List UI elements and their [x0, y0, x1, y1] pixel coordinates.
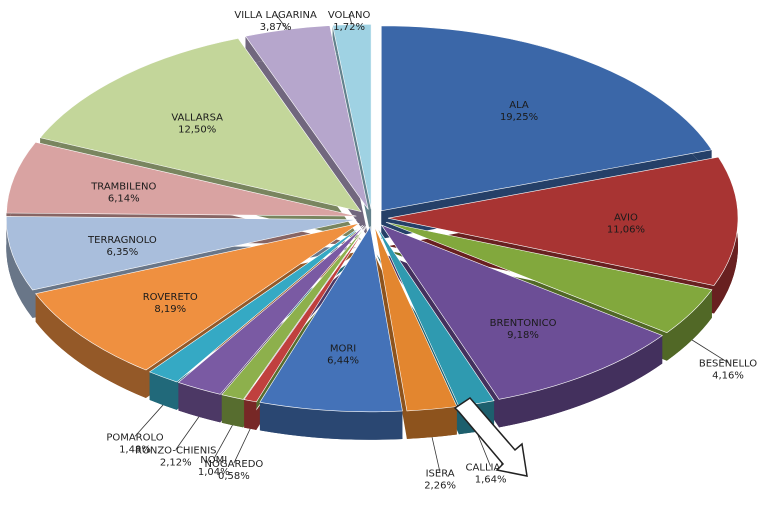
slice-label-ronzo-chienis-name: RONZO-CHIENIS: [135, 446, 216, 457]
slice-label-ala-name: ALA: [509, 100, 529, 111]
slice-label-volano-name: VOLANO: [328, 10, 371, 21]
pointer-layer: [453, 397, 528, 477]
slice-rovereto-rim: [35, 293, 146, 399]
slice-label-isera-name: ISERA: [426, 469, 455, 480]
leader-line-villa-lagarina: [275, 13, 288, 30]
slice-label-mori-value: 6,44%: [327, 356, 359, 367]
slice-rovereto: [35, 223, 360, 371]
slice-trambileno: [6, 141, 357, 217]
slice-label-vallarsa-value: 12,50%: [178, 124, 216, 135]
slice-label-mori-name: MORI: [330, 344, 356, 355]
slice-label-rovereto-name: ROVERETO: [143, 292, 198, 303]
slice-nomi: [221, 225, 367, 400]
slice-label-calliano-value: 1,64%: [475, 475, 507, 486]
leader-line-isera: [431, 437, 441, 473]
slice-label-besenello-value: 4,16%: [712, 371, 744, 382]
slice-label-trambileno-value: 6,14%: [108, 193, 140, 204]
slice-pomarolo-rim: [149, 371, 177, 410]
slice-isera-rim: [406, 406, 457, 439]
slice-besenello-rim: [666, 289, 712, 361]
slice-label-ala-value: 19,25%: [500, 112, 538, 123]
slice-vallarsa: [39, 38, 362, 213]
slice-brentonico-rim: [499, 335, 663, 428]
slice-label-isera-value: 2,26%: [424, 481, 456, 492]
slice-label-ronzo-chienis-value: 2,12%: [160, 458, 192, 469]
slice-nomi-rim: [221, 394, 244, 428]
slice-label-villa-lagarina-value: 3,87%: [260, 22, 292, 33]
slice-label-avio-value: 11,06%: [607, 224, 645, 235]
leader-line-nomi: [213, 424, 233, 460]
slice-terragnolo: [6, 216, 357, 291]
slice-label-calliano-name: CALLIANO: [466, 463, 516, 474]
leader-line-layer: [134, 13, 729, 473]
pointer-arrow: [453, 397, 528, 477]
slice-volano: [332, 23, 372, 210]
slice-label-trambileno-name: TRAMBILENO: [90, 181, 156, 192]
leader-line-nogaredo: [233, 428, 251, 464]
leader-line-pomarolo: [134, 404, 164, 437]
slice-label-besenello-name: BESENELLO: [699, 359, 757, 370]
slice-label-terragnolo-name: TERRAGNOLO: [87, 235, 157, 246]
leader-line-ronzo-chienis: [175, 416, 200, 450]
leader-line-besenello: [691, 339, 729, 363]
leader-line-volano: [348, 13, 353, 25]
slice-label-nomi-name: NOMI: [200, 455, 227, 466]
slice-label-nogaredo-name: NOGAREDO: [205, 459, 264, 470]
slice-nogaredo: [243, 226, 367, 403]
slice-label-brentonico-value: 9,18%: [507, 330, 539, 341]
slice-label-volano-value: 1,72%: [333, 22, 365, 33]
slice-ala: [380, 25, 713, 212]
slice-pomarolo: [148, 224, 364, 383]
slice-label-vallarsa-name: VALLARSA: [171, 112, 223, 123]
slice-avio: [387, 156, 739, 286]
slice-mori-rim: [259, 402, 403, 440]
slice-top-layer: [6, 23, 739, 413]
slice-terragnolo-rim: [6, 216, 33, 319]
slice-besenello: [385, 221, 713, 334]
slice-label-villa-lagarina-name: VILLA LAGARINA: [234, 10, 317, 21]
slice-label-rovereto-value: 8,19%: [154, 304, 186, 315]
slice-villa-lagarina: [244, 25, 369, 210]
slice-label-nogaredo-value: 0,58%: [218, 471, 250, 482]
slice-mori: [259, 225, 403, 413]
slice-label-pomarolo-name: POMAROLO: [106, 432, 163, 443]
slice-ronzo-chienis: [177, 225, 365, 395]
leader-line-calliano: [476, 431, 491, 467]
slice-ronzo-chienis-rim: [178, 382, 221, 423]
slice-nogaredo-rim: [244, 399, 257, 430]
slice-label-avio-name: AVIO: [614, 212, 638, 223]
slice-label-nomi-value: 1,04%: [198, 467, 230, 478]
slice-label-pomarolo-value: 1,48%: [119, 444, 151, 455]
slice-brentonico: [380, 224, 663, 400]
slice-label-terragnolo-value: 6,35%: [107, 247, 139, 258]
slice-label-brentonico-name: BRENTONICO: [490, 318, 557, 329]
